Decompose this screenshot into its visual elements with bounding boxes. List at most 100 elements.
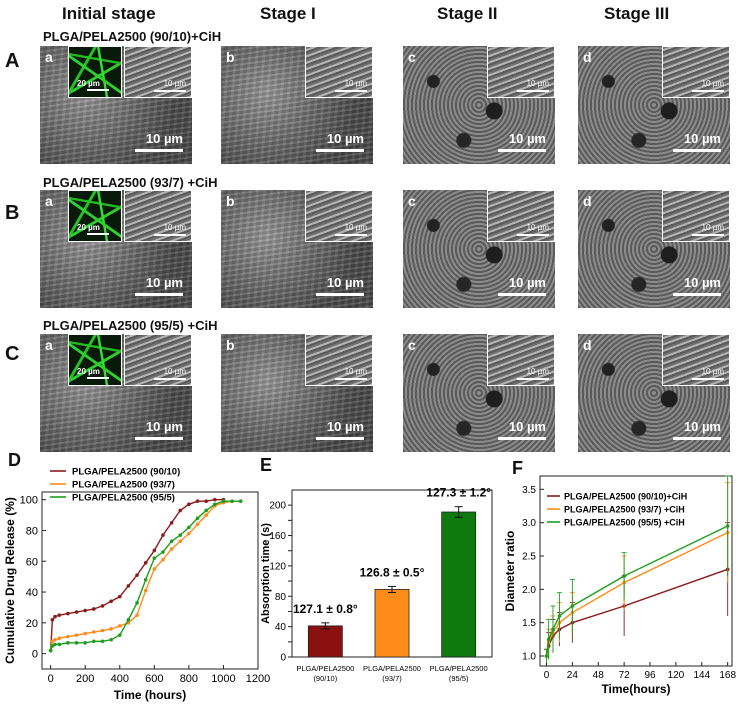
sem-panel-a-d: d 10 µm 10 µm <box>578 46 730 164</box>
scale-label: 10 µm <box>145 131 183 146</box>
category-label-e-2: PLGA/PELA2500 <box>430 664 488 673</box>
data-point-d-0 <box>161 533 165 537</box>
inset-scale-bar <box>154 234 186 236</box>
data-point-d-0 <box>53 614 57 619</box>
fluorescence-scale-bar <box>87 89 109 91</box>
sem-inset: 10 µm <box>662 334 730 386</box>
data-point-d-1 <box>53 637 57 642</box>
data-point-d-1 <box>50 639 55 644</box>
scale-bar <box>673 149 721 152</box>
chart-e-absorption: 0 40 80 120 160 200 Absorption time (s) 127.1 ±… <box>260 486 493 683</box>
sem-panel-c-a: a 20 µm 10 µm 10 µm <box>40 334 192 452</box>
data-point-d-0 <box>152 548 157 553</box>
sem-panel-letter: c <box>408 337 416 353</box>
sem-panel-c-b: b 10 µm 10 µm <box>221 334 373 452</box>
column-header-stage-3: Stage III <box>604 4 670 23</box>
y-axis-label: Cumulative Drug Release (%) <box>3 497 17 664</box>
sem-inset: 10 µm <box>305 190 373 242</box>
bar-e-1 <box>374 589 410 658</box>
data-point-d-2 <box>109 637 113 642</box>
data-point-f-2 <box>622 574 626 578</box>
data-point-f-2 <box>570 604 575 608</box>
sem-inset: 10 µm <box>124 334 192 386</box>
scale-bar <box>316 293 364 296</box>
data-point-d-2 <box>143 577 148 582</box>
data-point-d-2 <box>221 499 226 504</box>
data-point-d-1 <box>109 627 113 631</box>
y-tick-label: 2.0 <box>522 585 536 596</box>
x-tick-label: 144 <box>693 670 710 681</box>
fluorescence-scale-bar <box>87 233 109 235</box>
data-point-d-2 <box>230 499 234 504</box>
category-label-e-1: PLGA/PELA2500 <box>363 664 421 673</box>
y-tick-label: 1.0 <box>522 652 536 663</box>
sem-panel-letter: c <box>408 49 416 65</box>
sem-panel-letter: d <box>583 193 592 209</box>
data-point-d-2 <box>152 556 157 560</box>
bar-value-label-e-0: 127.1 ± 0.8° <box>293 602 358 616</box>
data-point-d-2 <box>195 516 200 520</box>
data-point-d-1 <box>187 531 191 536</box>
sem-inset: 10 µm <box>487 334 555 386</box>
data-point-d-0 <box>66 611 70 616</box>
bar-value-label-e-2: 127.3 ± 1.2° <box>426 486 491 500</box>
data-point-f-2 <box>551 627 555 632</box>
series-line-d-1 <box>49 500 241 651</box>
plot-frame <box>539 475 733 667</box>
sem-inset: 10 µm <box>487 190 555 242</box>
scale-label: 10 µm <box>145 419 183 434</box>
data-point-d-2 <box>100 639 105 644</box>
category-label-e-0: PLGA/PELA2500 <box>296 664 354 673</box>
x-tick-label: 800 <box>180 673 198 685</box>
inset-scale-bar <box>335 378 367 380</box>
y-tick-label: 80 <box>275 592 287 603</box>
data-point-d-0 <box>169 520 174 525</box>
series-line-f-1 <box>545 532 728 657</box>
data-point-d-0 <box>143 561 148 565</box>
x-tick-label: 120 <box>668 670 685 681</box>
data-point-d-1 <box>74 633 79 637</box>
scale-bar <box>673 293 721 296</box>
data-point-d-1 <box>92 630 96 634</box>
plot-frame <box>41 491 259 670</box>
data-point-d-0 <box>187 502 191 507</box>
bar-e-2 <box>441 511 477 658</box>
y-tick-label: 40 <box>26 587 38 599</box>
scale-label: 10 µm <box>145 275 183 290</box>
series-line-d-2 <box>49 500 241 651</box>
sem-panel-letter: b <box>226 193 235 209</box>
inset-scale-bar <box>692 378 724 380</box>
sem-panel-letter: a <box>45 49 53 65</box>
scale-bar <box>673 437 721 440</box>
scale-bar <box>135 437 183 440</box>
data-point-d-1 <box>195 522 200 527</box>
x-tick-label: 96 <box>644 670 656 681</box>
sem-panel-b-d: d 10 µm 10 µm <box>578 190 730 308</box>
sem-panel-letter: d <box>583 49 592 65</box>
sem-inset: 10 µm <box>662 190 730 242</box>
sem-inset: 10 µm <box>124 190 192 242</box>
y-tick-label: 0 <box>32 649 38 661</box>
row-letter-b: B <box>5 202 20 224</box>
panel-label-d: D <box>8 450 21 470</box>
data-point-d-1 <box>83 631 87 636</box>
sem-panel-letter: d <box>583 337 592 353</box>
data-point-d-1 <box>100 628 105 633</box>
inset-scale-bar <box>517 90 549 92</box>
y-axis-label: Diameter ratio <box>503 531 517 612</box>
scale-bar <box>316 437 364 440</box>
data-point-d-2 <box>213 502 217 507</box>
data-point-d-2 <box>53 642 57 647</box>
data-point-d-2 <box>178 533 183 537</box>
inset-scale-label: 10 µm <box>701 367 724 376</box>
row-title-b: PLGA/PELA2500 (93/7) +CiH <box>43 175 218 190</box>
x-tick-label: 48 <box>593 670 605 681</box>
data-point-d-2 <box>238 499 243 504</box>
data-point-d-1 <box>57 636 62 641</box>
data-point-d-1 <box>117 624 122 628</box>
inset-scale-label: 10 µm <box>344 367 367 376</box>
scale-label: 10 µm <box>508 275 546 290</box>
inset-scale-label: 10 µm <box>163 79 186 88</box>
legend-label-d-1: PLGA/PELA2500 (93/7) <box>72 480 175 491</box>
y-tick-label: 3.5 <box>522 485 536 496</box>
